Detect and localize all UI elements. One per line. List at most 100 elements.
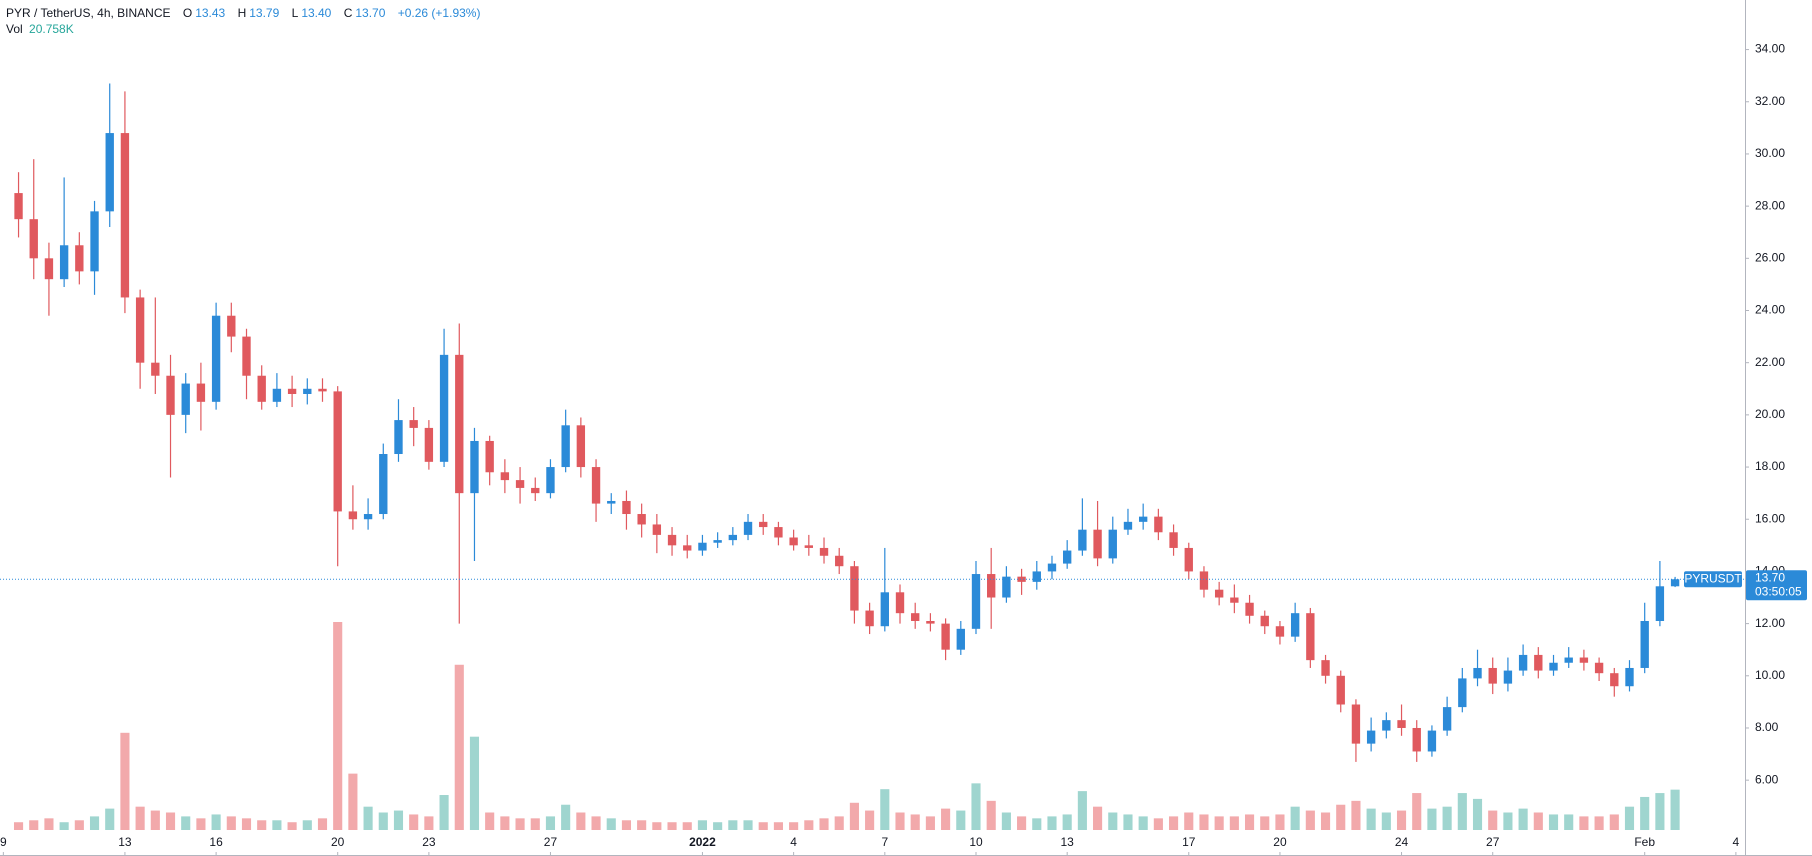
candle-body [652, 524, 662, 535]
candle-body [835, 555, 844, 567]
volume-bar [120, 732, 130, 830]
volume-bar [89, 816, 100, 830]
candle-body [1260, 615, 1269, 627]
candle-body [1382, 720, 1391, 731]
candle-body [470, 440, 479, 494]
volume-bar [59, 822, 69, 830]
volume-bar [150, 810, 160, 830]
volume-bar [652, 822, 662, 830]
volume-bar [348, 773, 358, 830]
x-tick-label: 17 [1182, 835, 1196, 849]
candle-body [1655, 586, 1665, 621]
volume-bar [257, 820, 267, 830]
candle-body [987, 574, 996, 598]
volume-bar [743, 820, 753, 830]
x-tick-label: 20 [1273, 835, 1287, 849]
volume-bar [1047, 816, 1057, 830]
candle-body [455, 354, 464, 494]
volume-bar [485, 812, 495, 830]
candle-body [1549, 662, 1558, 671]
price-tag [1746, 570, 1807, 601]
candle-body [1397, 720, 1406, 728]
volume-bar [530, 818, 540, 830]
candle-body [1032, 571, 1041, 582]
volume-bar [1229, 816, 1239, 830]
candle-body [135, 297, 145, 363]
candle-body [379, 454, 388, 515]
candle-body [1290, 613, 1300, 637]
volume-bar [378, 812, 388, 830]
volume-key: Vol [6, 22, 23, 36]
candle-body [105, 133, 114, 212]
volume-bar [1275, 814, 1285, 830]
candle-body [1154, 516, 1163, 533]
candle-body [211, 315, 221, 402]
candle-body [151, 362, 160, 376]
candle-body [272, 388, 282, 402]
volume-bar [13, 822, 24, 830]
candle-body [607, 500, 616, 504]
volume-bar [834, 816, 844, 830]
volume-bar [1640, 796, 1650, 830]
volume-bar [363, 806, 373, 830]
volume-bar [74, 820, 84, 830]
candle-body [1321, 660, 1330, 676]
x-tick-label: 7 [881, 835, 888, 849]
change: +0.26 (+1.93%) [397, 6, 481, 20]
volume-bar [925, 816, 935, 830]
x-tick-label: 23 [422, 835, 436, 849]
volume-bar [469, 736, 480, 830]
volume-bar [1457, 793, 1467, 830]
candle-body [1670, 579, 1680, 587]
symbol-tag-label: PYRUSDT [1684, 571, 1742, 585]
volume-bar [1472, 798, 1483, 830]
y-tick-label: 18.00 [1755, 459, 1785, 473]
legend-header: PYR / TetherUS, 4h, BINANCE O 13.43 H 13.7… [6, 5, 489, 37]
volume-bar [1108, 812, 1118, 830]
volume-bar [1442, 806, 1452, 830]
volume-bar [135, 806, 145, 830]
volume-bar [849, 802, 859, 830]
volume-bar [971, 783, 981, 830]
candle-body [1230, 597, 1239, 603]
candle-body [1625, 667, 1634, 687]
candle-body [1610, 673, 1619, 687]
candle-body [561, 425, 570, 468]
candle-body [1351, 704, 1361, 744]
candle-body [926, 620, 935, 624]
candle-body [971, 574, 981, 629]
x-tick-label: 4 [1733, 835, 1740, 849]
volume-bar [439, 795, 449, 830]
candle-body [743, 521, 753, 535]
candle-body [1245, 602, 1254, 616]
candle-body [637, 514, 646, 525]
candle-body [531, 487, 540, 494]
y-tick-label: 26.00 [1755, 250, 1785, 264]
candle-body [591, 467, 601, 504]
y-tick-label: 20.00 [1755, 407, 1785, 421]
volume-bar [272, 820, 282, 830]
candle-body [774, 527, 783, 538]
volume-bar [1260, 816, 1270, 830]
volume-bar [895, 812, 905, 830]
volume-bar [667, 822, 677, 830]
volume-bar [910, 814, 920, 830]
x-tick-label: 27 [1486, 835, 1500, 849]
volume-bar [1032, 818, 1042, 830]
candle-body [303, 388, 312, 394]
volume-bar [1533, 812, 1543, 830]
candle-body [29, 219, 38, 259]
candle-body [257, 375, 266, 402]
volume-bar [1351, 800, 1361, 830]
candle-body [698, 542, 707, 551]
volume-value: 20.758K [29, 22, 74, 36]
close-key: C [343, 6, 353, 20]
low-value: 13.40 [301, 6, 332, 20]
volume-bar [1169, 816, 1179, 830]
x-tick-label: 16 [209, 835, 223, 849]
volume-bar [333, 622, 343, 830]
volume-bar [1184, 812, 1194, 830]
volume-bar [181, 816, 191, 830]
x-tick-label: 24 [1395, 835, 1409, 849]
candle-body [1412, 727, 1421, 752]
